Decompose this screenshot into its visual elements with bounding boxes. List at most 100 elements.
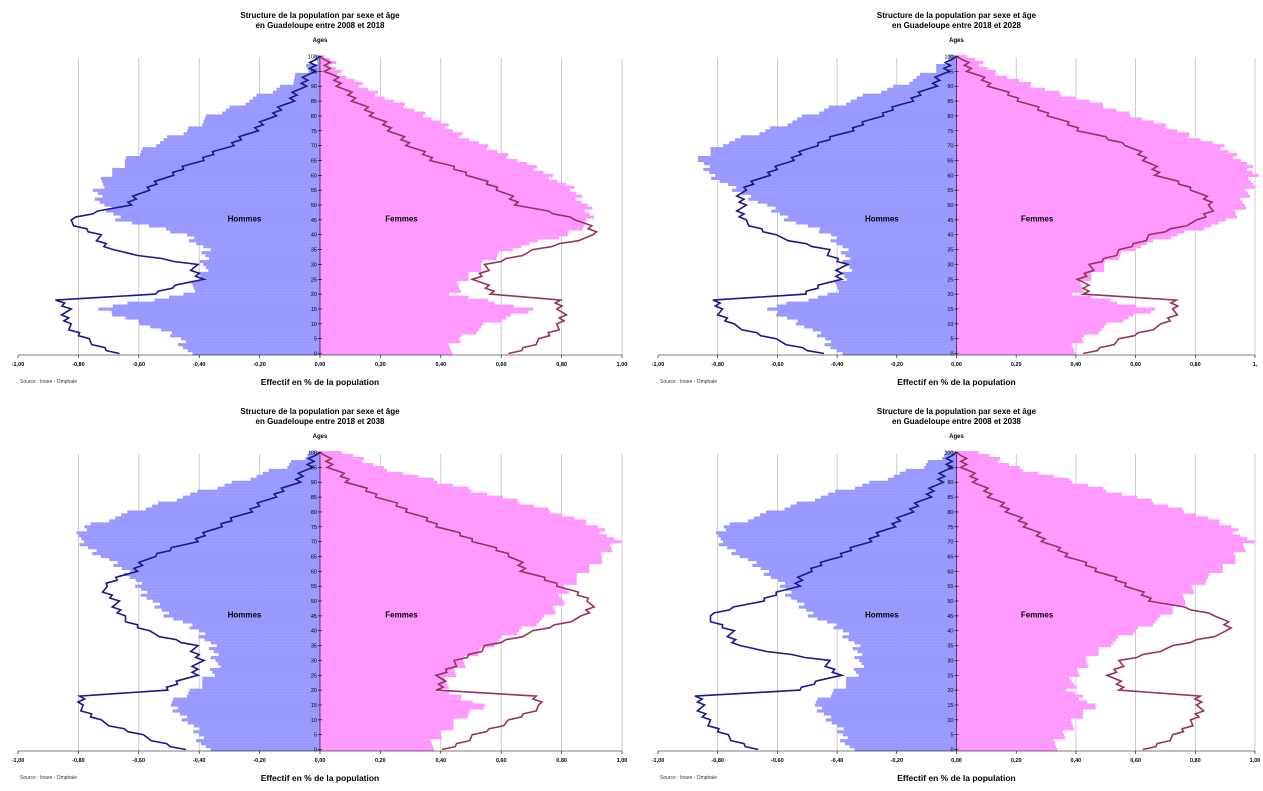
chart-title-line1: Structure de la population par sexe et â… <box>240 407 400 416</box>
men-line-series <box>55 55 321 355</box>
men-label: Hommes <box>865 214 899 223</box>
women-bar <box>956 673 1080 677</box>
women-bar <box>320 721 454 725</box>
women-bar <box>320 221 586 225</box>
age-axis-label: Ages <box>313 434 328 440</box>
women-bar <box>956 525 1232 529</box>
age-tick-label: 55 <box>311 188 317 194</box>
women-bar <box>320 673 457 677</box>
women-bar <box>956 650 1099 654</box>
men-bar <box>199 259 320 264</box>
men-bar <box>231 480 320 484</box>
age-tick-label: 85 <box>947 99 953 105</box>
women-bar <box>320 295 469 299</box>
women-bar <box>956 206 1247 210</box>
men-bar <box>293 81 320 85</box>
women-bar <box>956 257 1119 261</box>
men-bar <box>183 132 320 136</box>
women-bar <box>956 501 1154 505</box>
men-bar <box>113 212 320 216</box>
men-bar <box>831 721 957 725</box>
men-bar <box>817 697 957 701</box>
men-bar <box>723 525 957 529</box>
men-bar <box>141 587 320 591</box>
men-bar <box>156 144 320 148</box>
women-bar <box>320 581 577 585</box>
men-bar <box>203 262 320 267</box>
women-bar <box>320 706 484 710</box>
women-bar <box>956 456 1001 461</box>
women-bar <box>320 700 473 704</box>
women-bar <box>956 638 1116 642</box>
women-bar <box>320 325 482 329</box>
men-bar <box>760 566 957 571</box>
x-axis-title: Effectif en % de la population <box>897 377 1016 387</box>
men-bar <box>121 513 320 517</box>
women-bar <box>956 292 1073 296</box>
women-bar <box>956 557 1236 562</box>
women-bar <box>956 724 1073 728</box>
men-bar <box>726 528 957 532</box>
women-bar <box>956 685 1077 689</box>
men-bar <box>795 221 957 225</box>
age-tick-label: 95 <box>947 465 953 471</box>
x-axis-title: Effectif en % de la population <box>261 773 380 783</box>
x-tick-label: -0,80 <box>72 758 85 764</box>
men-bar <box>79 534 320 538</box>
women-bar <box>956 489 1107 493</box>
women-bar <box>956 578 1207 582</box>
x-tick-label: -0,20 <box>253 362 266 368</box>
age-tick-label: 30 <box>311 262 317 268</box>
men-bar <box>827 292 957 296</box>
women-bar <box>956 78 1020 82</box>
men-bar <box>790 504 957 508</box>
women-bar <box>320 153 509 157</box>
x-tick-label: 0,00 <box>951 362 962 368</box>
women-bar <box>956 733 1064 737</box>
men-bar <box>199 629 320 633</box>
women-bar <box>956 599 1186 603</box>
men-bar <box>204 638 320 642</box>
men-bar <box>936 63 957 68</box>
women-bar <box>320 557 603 562</box>
men-line-series <box>76 451 321 751</box>
age-tick-label: 90 <box>947 84 953 90</box>
age-tick-label: 85 <box>311 99 317 105</box>
x-tick-label: -0,60 <box>771 362 784 368</box>
women-bar <box>320 191 577 195</box>
x-tick-label: 0,60 <box>496 758 507 764</box>
men-bar <box>125 316 321 320</box>
women-bar <box>320 203 588 207</box>
men-bar <box>229 105 320 109</box>
men-bar <box>857 650 957 654</box>
women-bar <box>320 117 432 121</box>
men-bar <box>204 736 320 740</box>
men-bar <box>187 129 320 133</box>
women-bar <box>320 667 455 672</box>
men-bar <box>860 644 957 648</box>
men-bar <box>754 516 957 520</box>
women-bar <box>320 147 487 151</box>
women-bar <box>320 173 554 177</box>
chart-panel-2018-2038: Structure de la population par sexe et â… <box>0 396 630 791</box>
men-bar <box>711 176 957 180</box>
women-bar <box>320 629 520 633</box>
women-bar <box>320 456 365 461</box>
men-bar <box>837 236 957 240</box>
women-bar <box>956 605 1173 609</box>
men-bar <box>751 194 957 198</box>
age-tick-label: 25 <box>311 277 317 283</box>
men-bar <box>863 664 957 669</box>
men-bar <box>850 99 957 103</box>
women-bar <box>956 224 1212 228</box>
men-bar <box>948 60 957 65</box>
women-bar <box>956 676 1070 680</box>
x-tick-label: -0,40 <box>831 362 844 368</box>
women-bar <box>320 304 514 308</box>
women-bar <box>320 170 544 175</box>
age-tick-label: 0 <box>950 748 953 754</box>
women-bar <box>956 629 1136 633</box>
women-bar <box>320 331 477 335</box>
men-bar <box>765 129 957 133</box>
men-bar <box>807 224 957 228</box>
